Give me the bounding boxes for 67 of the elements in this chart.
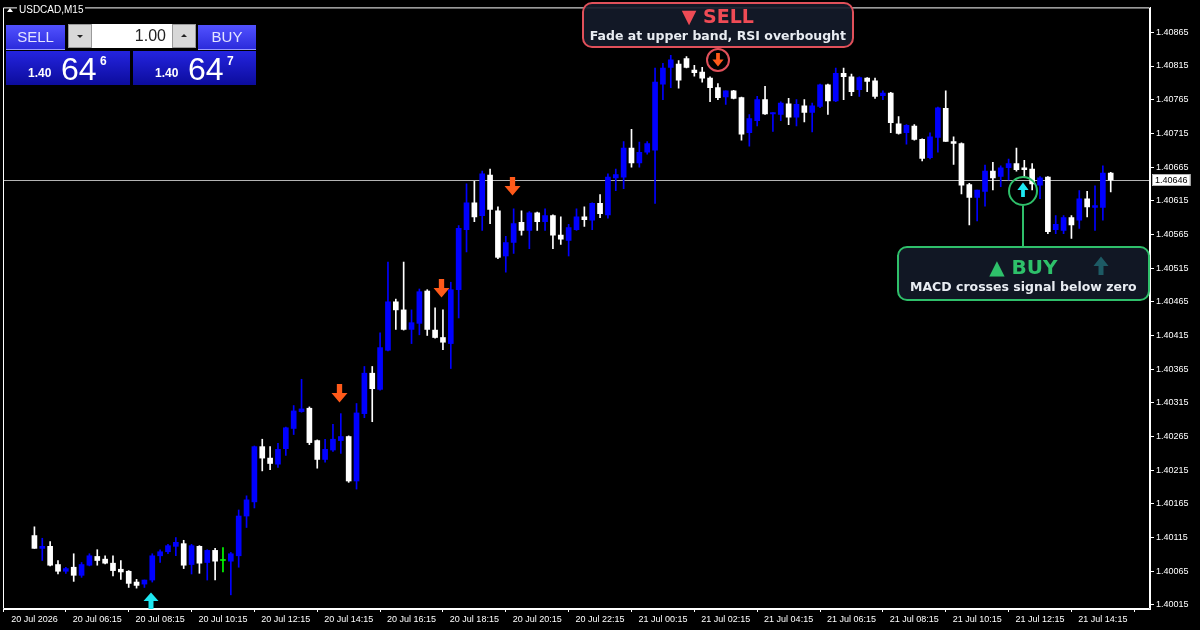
candlestick: [667, 54, 674, 88]
candlestick: [220, 547, 226, 573]
x-tick-label: 20 Jul 18:15: [449, 613, 499, 624]
annotation: 7: [227, 54, 234, 68]
annotation: MACD crosses signal below zero: [909, 279, 1138, 294]
annotation: 1.40: [155, 66, 179, 80]
x-tick-label: 21 Jul 08:15: [889, 613, 939, 624]
candlestick: [228, 552, 234, 596]
annotation: 6: [100, 54, 107, 68]
candlestick: [118, 560, 124, 580]
candlestick: [337, 413, 344, 454]
y-tick-label: 1.40315: [1156, 397, 1189, 408]
x-tick-label: 20 Jul 22:15: [575, 613, 625, 624]
y-tick-label: 1.40615: [1156, 195, 1189, 206]
y-tick-label: 1.40565: [1156, 228, 1189, 239]
y-tick-label: 1.40865: [1156, 26, 1189, 37]
candlestick: [39, 537, 46, 561]
sell-callout: ▼ SELL Fade at upper band, RSI overbought: [581, 2, 854, 48]
x-tick-label: 21 Jul 10:15: [952, 613, 1002, 624]
y-tick-label: 1.40115: [1156, 532, 1188, 543]
x-tick-label: 20 Jul 08:15: [135, 613, 185, 624]
annotation: Fade at upper band, RSI overbought: [588, 28, 847, 43]
buy-button: BUY: [198, 25, 256, 50]
candlestick: [173, 537, 179, 557]
y-tick-label: 1.40165: [1156, 498, 1189, 509]
x-tick-label: 21 Jul 14:15: [1078, 613, 1128, 624]
y-tick-label: 1.40365: [1156, 363, 1189, 374]
lot-field: 1.00: [92, 24, 172, 48]
x-tick-label: 20 Jul 2026: [11, 613, 58, 624]
y-tick-label: 1.40015: [1156, 599, 1189, 610]
chart-title: USDCAD,M15: [17, 4, 86, 16]
candlestick: [1092, 185, 1098, 231]
y-tick-label: 1.40465: [1156, 296, 1189, 307]
x-tick-label: 20 Jul 20:15: [512, 613, 562, 624]
y-tick-label: 1.40765: [1156, 94, 1189, 105]
y-tick-label: 1.40415: [1156, 329, 1189, 340]
y-tick-label: 1.40715: [1156, 127, 1189, 138]
x-tick-label: 20 Jul 10:15: [198, 613, 248, 624]
y-tick-label: 1.40515: [1156, 262, 1189, 273]
sell-button: SELL: [6, 25, 65, 50]
ref-line-label: 1.40646: [1155, 174, 1188, 185]
candlestick: [770, 112, 776, 132]
x-tick-label: 21 Jul 00:15: [638, 613, 688, 624]
annotation: ▲ BUY: [988, 255, 1059, 279]
annotation: 64: [61, 51, 97, 87]
x-tick-label: 21 Jul 06:15: [826, 613, 876, 624]
y-tick-label: 1.40215: [1156, 464, 1189, 475]
candlestick: [267, 446, 273, 470]
buy-callout: ▲ BUY MACD crosses signal below zero: [896, 246, 1150, 301]
annotation: 1.40: [28, 66, 52, 80]
annotation: 64: [188, 51, 224, 87]
candlestick: [612, 168, 619, 191]
x-tick-label: 20 Jul 06:15: [72, 613, 122, 624]
x-tick-label: 20 Jul 14:15: [324, 613, 374, 624]
y-tick-label: 1.40665: [1156, 161, 1189, 172]
y-tick-label: 1.40815: [1156, 60, 1189, 71]
x-tick-label: 20 Jul 12:15: [261, 613, 311, 624]
x-tick-label: 21 Jul 02:15: [701, 613, 751, 624]
annotation: ▼ SELL: [680, 5, 755, 27]
candlestick: [1021, 160, 1028, 178]
x-tick-label: 20 Jul 16:15: [387, 613, 437, 624]
candlestick: [432, 307, 438, 339]
x-tick-label: 21 Jul 04:15: [764, 613, 814, 624]
x-tick-label: 21 Jul 12:15: [1015, 613, 1065, 624]
y-tick-label: 1.40265: [1156, 431, 1189, 442]
y-tick-label: 1.40065: [1156, 565, 1189, 576]
candlestick: [440, 309, 446, 350]
